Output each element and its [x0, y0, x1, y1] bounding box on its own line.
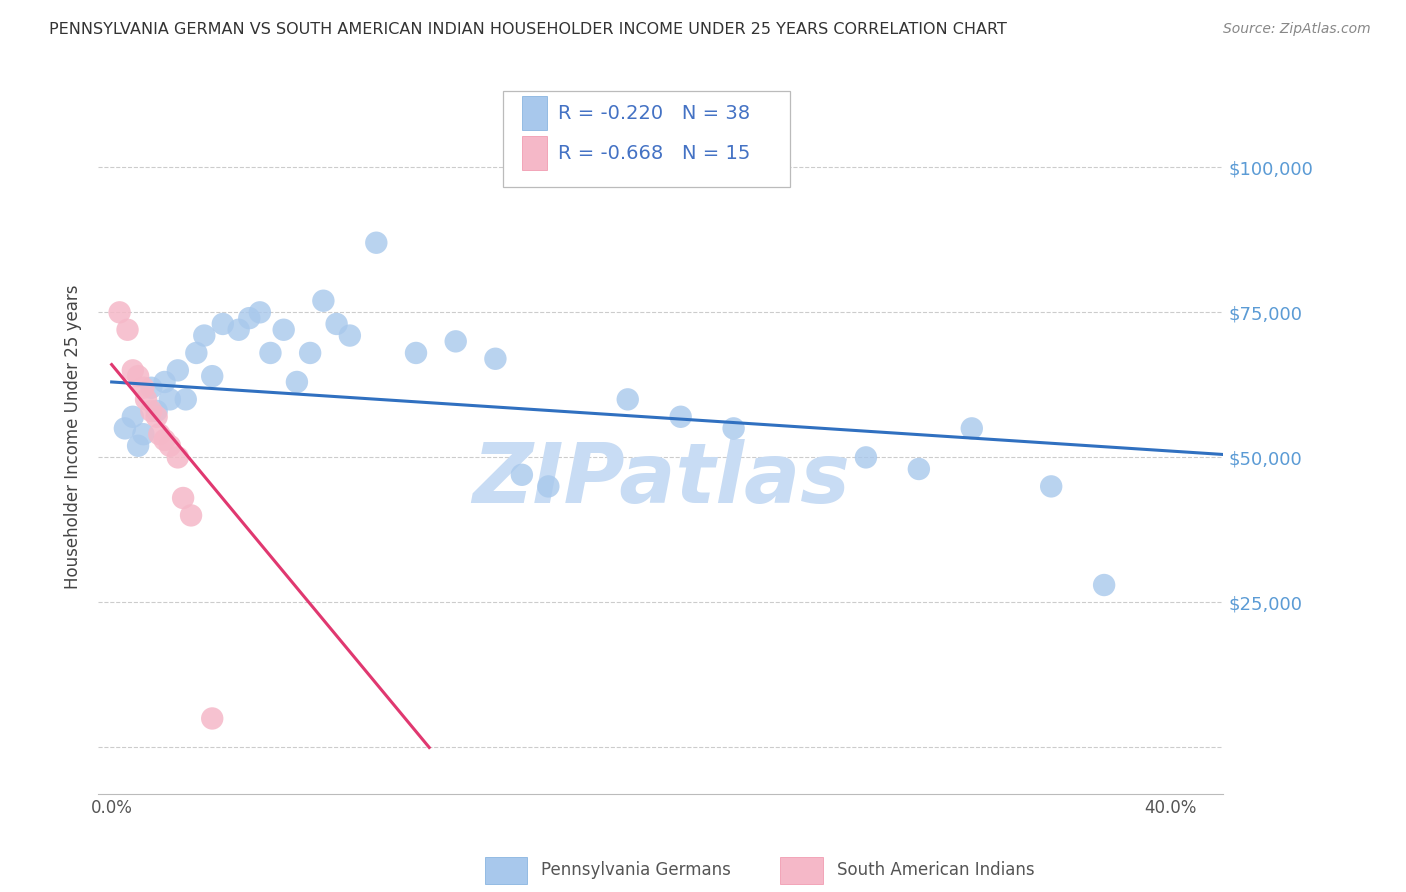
FancyBboxPatch shape	[523, 136, 547, 170]
Point	[145, 409, 167, 424]
Point	[141, 381, 163, 395]
Point	[172, 491, 194, 505]
Point	[153, 375, 176, 389]
Point	[186, 346, 208, 360]
Point	[312, 293, 335, 308]
Point	[127, 369, 149, 384]
Text: South American Indians: South American Indians	[837, 861, 1035, 879]
Point	[444, 334, 467, 349]
Text: Source: ZipAtlas.com: Source: ZipAtlas.com	[1223, 22, 1371, 37]
Point	[273, 323, 295, 337]
Point	[339, 328, 361, 343]
Point	[855, 450, 877, 465]
Text: R = -0.220   N = 38: R = -0.220 N = 38	[558, 103, 751, 122]
FancyBboxPatch shape	[503, 91, 790, 187]
Text: R = -0.668   N = 15: R = -0.668 N = 15	[558, 144, 751, 162]
Point	[510, 467, 533, 482]
Point	[166, 363, 188, 377]
Point	[141, 404, 163, 418]
Point	[1092, 578, 1115, 592]
Point	[193, 328, 215, 343]
Point	[405, 346, 427, 360]
Point	[616, 392, 638, 407]
Point	[285, 375, 308, 389]
Point	[669, 409, 692, 424]
Text: PENNSYLVANIA GERMAN VS SOUTH AMERICAN INDIAN HOUSEHOLDER INCOME UNDER 25 YEARS C: PENNSYLVANIA GERMAN VS SOUTH AMERICAN IN…	[49, 22, 1007, 37]
Point	[114, 421, 136, 435]
Point	[238, 311, 260, 326]
Text: Pennsylvania Germans: Pennsylvania Germans	[541, 861, 731, 879]
Point	[132, 381, 155, 395]
Point	[366, 235, 388, 250]
Point	[121, 409, 143, 424]
Point	[249, 305, 271, 319]
Point	[325, 317, 347, 331]
Point	[145, 404, 167, 418]
Point	[723, 421, 745, 435]
Point	[174, 392, 197, 407]
Point	[201, 711, 224, 725]
Point	[259, 346, 281, 360]
Point	[211, 317, 233, 331]
Point	[537, 479, 560, 493]
FancyBboxPatch shape	[523, 96, 547, 130]
Point	[108, 305, 131, 319]
Point	[159, 392, 181, 407]
Point	[484, 351, 506, 366]
Point	[153, 433, 176, 447]
Point	[299, 346, 322, 360]
Point	[166, 450, 188, 465]
Point	[908, 462, 931, 476]
Point	[180, 508, 202, 523]
Point	[228, 323, 250, 337]
Point	[148, 427, 170, 442]
Point	[117, 323, 139, 337]
Point	[159, 439, 181, 453]
Point	[132, 427, 155, 442]
Text: ZIPatlas: ZIPatlas	[472, 440, 849, 520]
Point	[201, 369, 224, 384]
Y-axis label: Householder Income Under 25 years: Householder Income Under 25 years	[65, 285, 83, 590]
Point	[121, 363, 143, 377]
Point	[127, 439, 149, 453]
Point	[135, 392, 157, 407]
Point	[960, 421, 983, 435]
Point	[1040, 479, 1063, 493]
